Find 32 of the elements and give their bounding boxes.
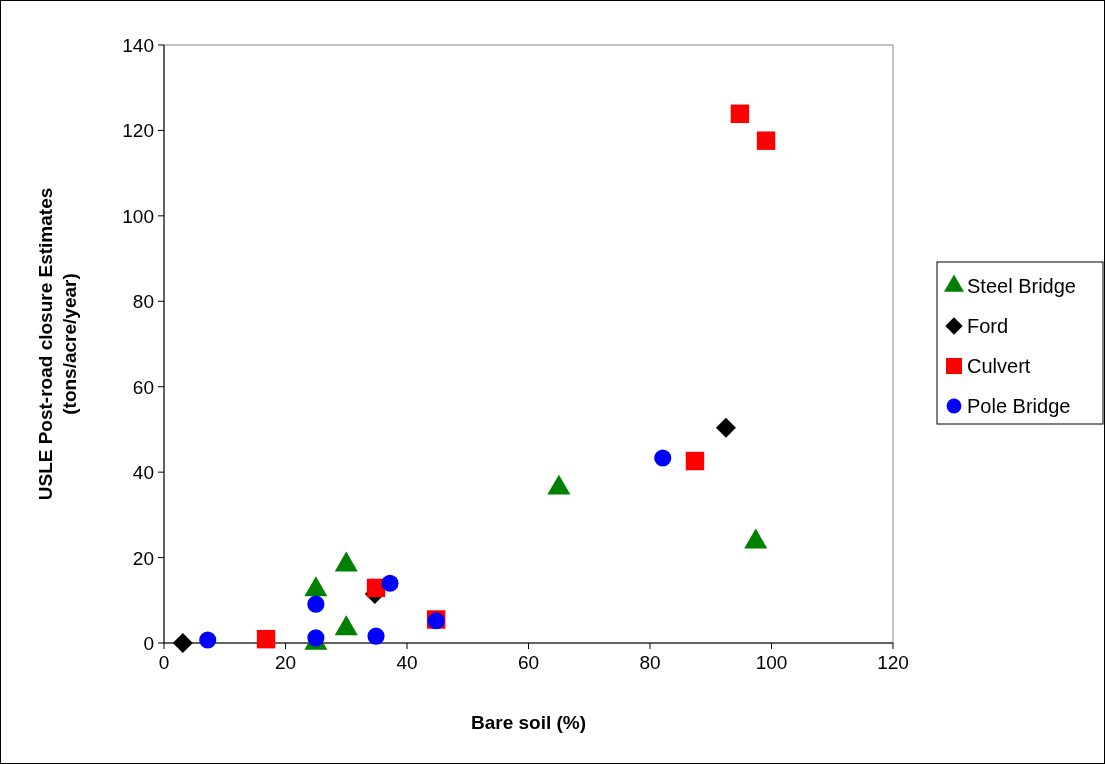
y-tick-label: 60 <box>132 376 154 398</box>
point <box>172 633 193 653</box>
x-tick-label: 0 <box>158 652 170 673</box>
point <box>381 574 399 592</box>
y-tick-label: 40 <box>132 462 154 484</box>
x-tick-label: 120 <box>877 652 909 673</box>
point <box>715 417 736 438</box>
x-tick-label: 40 <box>396 652 418 673</box>
point <box>654 449 672 467</box>
x-tick-label: 100 <box>755 652 788 673</box>
y-tick-label: 20 <box>132 547 154 569</box>
y-tick-label: 120 <box>122 120 154 142</box>
legend-label: Ford <box>967 315 1009 337</box>
point <box>685 451 705 471</box>
point <box>367 627 385 645</box>
y-tick-label: 0 <box>143 633 154 654</box>
point <box>730 104 750 123</box>
point <box>307 595 325 613</box>
y-tick-label: 100 <box>122 205 154 227</box>
legend-label: Culvert <box>967 355 1031 377</box>
legend-label: Steel Bridge <box>967 275 1076 297</box>
legend-label: Pole Bridge <box>967 395 1071 417</box>
point <box>199 631 217 649</box>
y-tick-label: 140 <box>122 35 154 56</box>
x-tick-label: 80 <box>639 652 661 673</box>
y-tick-label: 80 <box>132 291 154 313</box>
x-axis-title: Bare soil (%) <box>470 712 587 733</box>
x-tick-label: 60 <box>517 652 540 673</box>
point <box>756 131 776 150</box>
point <box>256 629 276 649</box>
x-tick-label: 20 <box>274 652 297 673</box>
y-axis-title: USLE Post-road closure Estimates (tons/acre/year) <box>35 187 80 501</box>
